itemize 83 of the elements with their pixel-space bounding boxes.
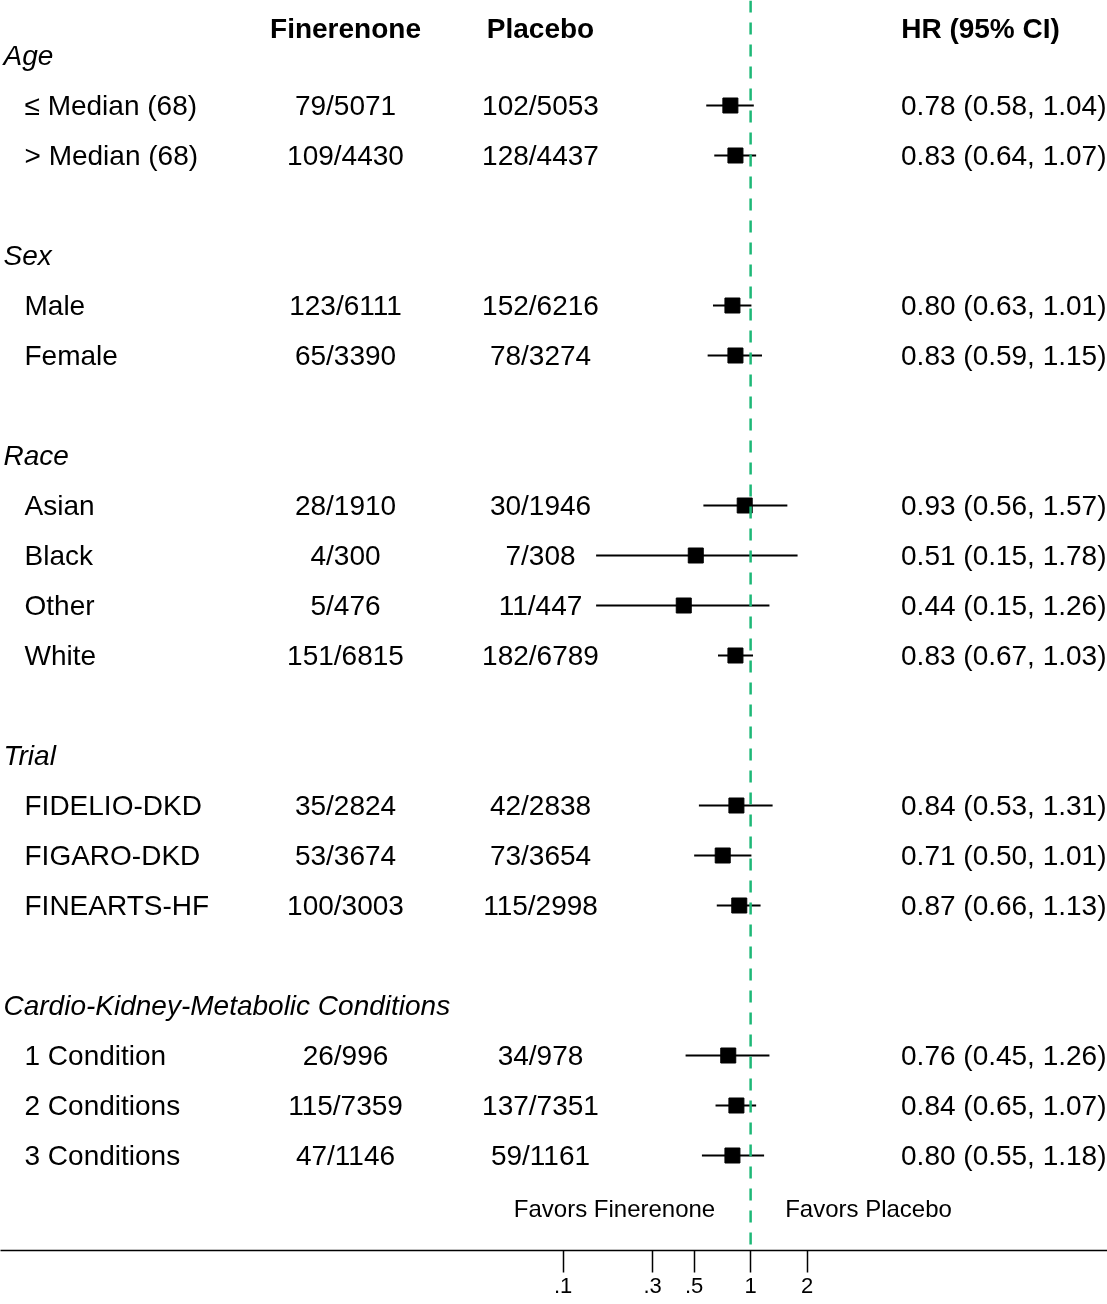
y-tick-label: Cardio-Kidney-Metabolic Conditions xyxy=(3,990,451,1021)
annotation: 47/1146 xyxy=(295,1140,396,1171)
point xyxy=(731,897,748,914)
y-tick-label: 2 Conditions xyxy=(24,1090,181,1121)
annotation: 0.84 (0.53, 1.31) xyxy=(901,790,1107,821)
annotation: 79/5071 xyxy=(294,90,397,121)
annotation: 0.44 (0.15, 1.26) xyxy=(901,590,1107,621)
annotation: 0.83 (0.59, 1.15) xyxy=(901,340,1107,371)
point xyxy=(728,797,745,814)
annotation: 0.84 (0.65, 1.07) xyxy=(901,1090,1107,1121)
point xyxy=(714,847,731,864)
y-tick-label: Trial xyxy=(3,740,57,771)
y-tick-label: Other xyxy=(24,590,95,621)
y-tick-label: White xyxy=(24,640,97,671)
annotation: 0.93 (0.56, 1.57) xyxy=(901,490,1107,521)
annotation: 0.83 (0.64, 1.07) xyxy=(901,140,1107,171)
y-tick-label: Black xyxy=(24,540,94,571)
annotation: 7/308 xyxy=(505,540,576,571)
point xyxy=(724,297,741,314)
annotation: 100/3003 xyxy=(287,890,404,921)
annotation: 115/2998 xyxy=(483,890,598,921)
y-tick-label: Male xyxy=(24,290,86,321)
y-tick-label: Sex xyxy=(3,240,53,271)
annotation: 5/476 xyxy=(310,590,381,621)
y-tick-label: FINEARTS-HF xyxy=(24,890,210,921)
annotation: 53/3674 xyxy=(294,840,397,871)
point xyxy=(727,647,744,664)
point xyxy=(722,97,739,114)
point xyxy=(727,347,744,364)
annotation: 0.76 (0.45, 1.26) xyxy=(901,1040,1107,1071)
annotation: 128/4437 xyxy=(482,140,599,171)
annotation: 30/1946 xyxy=(489,490,592,521)
y-tick-label: > Median (68) xyxy=(24,140,199,171)
y-tick-label: FIDELIO-DKD xyxy=(24,790,202,821)
annotation: 0.80 (0.55, 1.18) xyxy=(901,1140,1107,1171)
y-tick-label: Age xyxy=(1,40,54,71)
annotation: 0.80 (0.63, 1.01) xyxy=(901,290,1107,321)
y-tick-label: Female xyxy=(24,340,118,371)
y-tick-label: FIGARO-DKD xyxy=(24,840,201,871)
text: Favors Finerenone xyxy=(513,1195,716,1222)
annotation: 0.83 (0.67, 1.03) xyxy=(901,640,1107,671)
x-tick-label: .1 xyxy=(553,1272,573,1298)
annotation: 35/2824 xyxy=(294,790,397,821)
annotation: 0.71 (0.50, 1.01) xyxy=(901,840,1107,871)
annotation: Placebo xyxy=(486,13,595,44)
x-tick-label: 1 xyxy=(744,1272,757,1298)
y-tick-label: ≤ Median (68) xyxy=(24,90,198,121)
annotation: 109/4430 xyxy=(287,140,404,171)
point xyxy=(728,1097,745,1114)
point xyxy=(727,147,744,164)
text: Favors Placebo xyxy=(785,1195,952,1222)
annotation: 28/1910 xyxy=(294,490,397,521)
annotation: 26/996 xyxy=(302,1040,389,1071)
annotation: 34/978 xyxy=(497,1040,584,1071)
y-tick-label: 1 Condition xyxy=(24,1040,167,1071)
point xyxy=(687,547,704,564)
annotation: 182/6789 xyxy=(482,640,599,671)
point xyxy=(724,1147,741,1164)
annotation: 42/2838 xyxy=(489,790,592,821)
annotation: 78/3274 xyxy=(489,340,592,371)
annotation: 4/300 xyxy=(310,540,381,571)
y-tick-label: 3 Conditions xyxy=(24,1140,181,1171)
annotation: 59/1161 xyxy=(490,1140,591,1171)
y-tick-label: Race xyxy=(3,440,69,471)
x-tick-label: .5 xyxy=(684,1272,704,1298)
annotation: 115/7359 xyxy=(288,1090,403,1121)
annotation: 0.51 (0.15, 1.78) xyxy=(901,540,1107,571)
y-tick-label: Asian xyxy=(24,490,95,521)
annotation: 152/6216 xyxy=(482,290,599,321)
annotation: Finerenone xyxy=(270,13,421,44)
annotation: HR (95% CI) xyxy=(901,13,1060,44)
annotation: 137/7351 xyxy=(482,1090,599,1121)
annotation: 0.87 (0.66, 1.13) xyxy=(901,890,1107,921)
annotation: 0.78 (0.58, 1.04) xyxy=(901,90,1107,121)
x-tick-label: 2 xyxy=(800,1272,814,1298)
annotation: 11/447 xyxy=(498,590,583,621)
annotation: 102/5053 xyxy=(482,90,599,121)
x-tick-label: .3 xyxy=(643,1272,662,1298)
annotation: 151/6815 xyxy=(287,640,404,671)
annotation: 65/3390 xyxy=(294,340,397,371)
point xyxy=(720,1047,737,1064)
annotation: 73/3654 xyxy=(489,840,592,871)
annotation: 123/6111 xyxy=(289,290,402,321)
